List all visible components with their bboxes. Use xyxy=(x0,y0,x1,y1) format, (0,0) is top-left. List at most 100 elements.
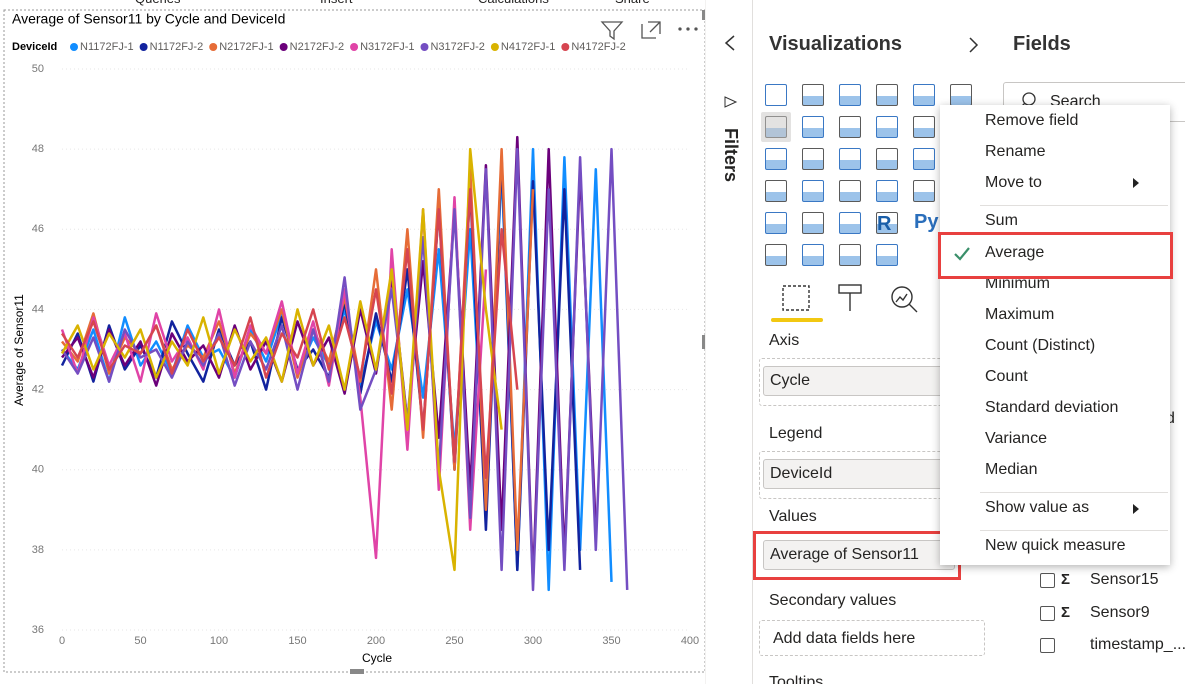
well-label: Tooltips xyxy=(769,674,824,684)
visual-icon[interactable] xyxy=(913,84,935,106)
handle xyxy=(702,335,706,349)
series-line xyxy=(60,187,519,479)
visual-icon[interactable] xyxy=(802,148,824,170)
visual-icon[interactable] xyxy=(839,116,861,138)
drop-zone[interactable]: Add data fields here xyxy=(759,620,985,656)
menu-item[interactable]: New quick measure xyxy=(985,537,1126,554)
visual-icon[interactable] xyxy=(876,212,898,234)
pane-title: Visualizations xyxy=(769,33,903,55)
menu-item[interactable]: Move to xyxy=(985,174,1042,191)
visual-icon[interactable] xyxy=(802,84,824,106)
visual-icon[interactable] xyxy=(765,148,787,170)
checkbox[interactable] xyxy=(1040,605,1055,621)
y-tick-label: 40 xyxy=(32,464,44,476)
legend-label: N2172FJ-2 xyxy=(290,41,344,53)
menu-item[interactable]: Variance xyxy=(985,430,1047,447)
legend-marker xyxy=(561,43,570,51)
handle xyxy=(350,669,364,674)
menu-item[interactable]: Median xyxy=(985,461,1038,478)
pane-tabs[interactable] xyxy=(767,280,937,324)
legend-marker xyxy=(209,43,218,51)
visual-icon[interactable] xyxy=(950,84,972,106)
series-line xyxy=(60,147,629,592)
menu-item[interactable]: Maximum xyxy=(985,306,1055,323)
tab[interactable]: Insert xyxy=(320,0,353,6)
icon-text[interactable]: R xyxy=(877,213,892,235)
visual-icon[interactable] xyxy=(876,180,898,202)
x-tick-label: 400 xyxy=(681,635,699,647)
y-tick-label: 36 xyxy=(32,624,44,636)
legend-label: N2172FJ-1 xyxy=(219,41,273,53)
field-name[interactable]: Sensor9 xyxy=(1090,603,1150,621)
visual-icon[interactable] xyxy=(913,180,935,202)
visual-icon[interactable] xyxy=(802,180,824,202)
highlight-box xyxy=(753,531,961,580)
y-axis-title: Average of Sensor11 xyxy=(12,294,26,406)
legend-marker xyxy=(350,43,359,51)
icon-text[interactable]: Py xyxy=(914,211,939,233)
y-tick-label: 44 xyxy=(32,303,44,315)
menu-item[interactable]: Rename xyxy=(985,143,1046,160)
x-tick-label: 100 xyxy=(210,635,228,647)
sigma-icon: Σ xyxy=(1061,571,1071,588)
legend-marker xyxy=(279,43,288,51)
x-tick-label: 150 xyxy=(288,635,306,647)
menu-item[interactable]: Count xyxy=(985,368,1028,385)
menu-item[interactable]: Standard deviation xyxy=(985,399,1119,416)
field-name[interactable]: timestamp_... xyxy=(1090,636,1185,653)
visual-icon[interactable] xyxy=(839,180,861,202)
collapse-icon[interactable] xyxy=(967,36,979,54)
visual-icon[interactable] xyxy=(876,148,898,170)
filters-title: Filters xyxy=(721,128,741,183)
visual-icon[interactable] xyxy=(802,212,824,234)
legend-label: N1172FJ-1 xyxy=(80,41,134,53)
filters-pane[interactable]: Filters xyxy=(706,0,752,684)
tab[interactable]: Share xyxy=(615,0,650,6)
tab[interactable]: Queries xyxy=(135,0,181,6)
visual-icon[interactable] xyxy=(761,112,791,142)
x-tick-label: 300 xyxy=(524,635,542,647)
visual-icon[interactable] xyxy=(876,244,898,266)
visual-icon[interactable] xyxy=(765,212,787,234)
visual-icon[interactable] xyxy=(913,148,935,170)
sigma-icon: Σ xyxy=(1061,603,1071,621)
visual-icon[interactable] xyxy=(876,116,898,138)
x-tick-label: 50 xyxy=(134,635,146,647)
menu-item[interactable]: Minimum xyxy=(985,275,1050,292)
menu-item[interactable]: Average xyxy=(985,244,1045,261)
field-pill[interactable]: Average of Sensor11 xyxy=(763,540,955,570)
x-tick-label: 250 xyxy=(445,635,463,647)
well-label: Legend xyxy=(769,425,823,442)
visual-icon[interactable] xyxy=(765,244,787,266)
handle xyxy=(702,10,706,20)
chart: Average of Sensor11 by Cycle and DeviceI… xyxy=(3,9,706,674)
x-tick-label: 350 xyxy=(602,635,620,647)
visual-icon[interactable] xyxy=(876,84,898,106)
visual-icon[interactable] xyxy=(765,180,787,202)
tab[interactable]: Calculations xyxy=(478,0,549,6)
visual-icon[interactable] xyxy=(839,84,861,106)
x-tick-label: 200 xyxy=(367,635,385,647)
visual-icon[interactable] xyxy=(765,84,787,106)
legend-marker xyxy=(70,43,78,51)
submenu-arrows xyxy=(1133,178,1139,514)
menu-item[interactable]: Remove field xyxy=(985,112,1079,129)
pane-title: Fields xyxy=(1013,33,1071,55)
menu-item[interactable]: Show value as xyxy=(985,499,1090,516)
y-tick-label: 42 xyxy=(32,383,44,395)
visual-icon[interactable] xyxy=(839,212,861,234)
checkbox[interactable] xyxy=(1040,573,1055,588)
visual-icon[interactable] xyxy=(839,244,861,266)
y-tick-label: 46 xyxy=(32,223,44,235)
visual-icon[interactable] xyxy=(802,116,824,138)
menu-item[interactable]: Sum xyxy=(985,212,1018,229)
checkbox[interactable] xyxy=(1040,638,1055,653)
visual-header[interactable] xyxy=(600,21,698,41)
visual-icon[interactable] xyxy=(802,244,824,266)
field-name[interactable]: Sensor15 xyxy=(1090,571,1159,588)
chart-title: Average of Sensor11 by Cycle and DeviceI… xyxy=(12,11,285,27)
menu-item[interactable]: Count (Distinct) xyxy=(985,337,1096,354)
filters-icons xyxy=(724,35,738,108)
visual-icon[interactable] xyxy=(839,148,861,170)
visual-icon[interactable] xyxy=(913,116,935,138)
